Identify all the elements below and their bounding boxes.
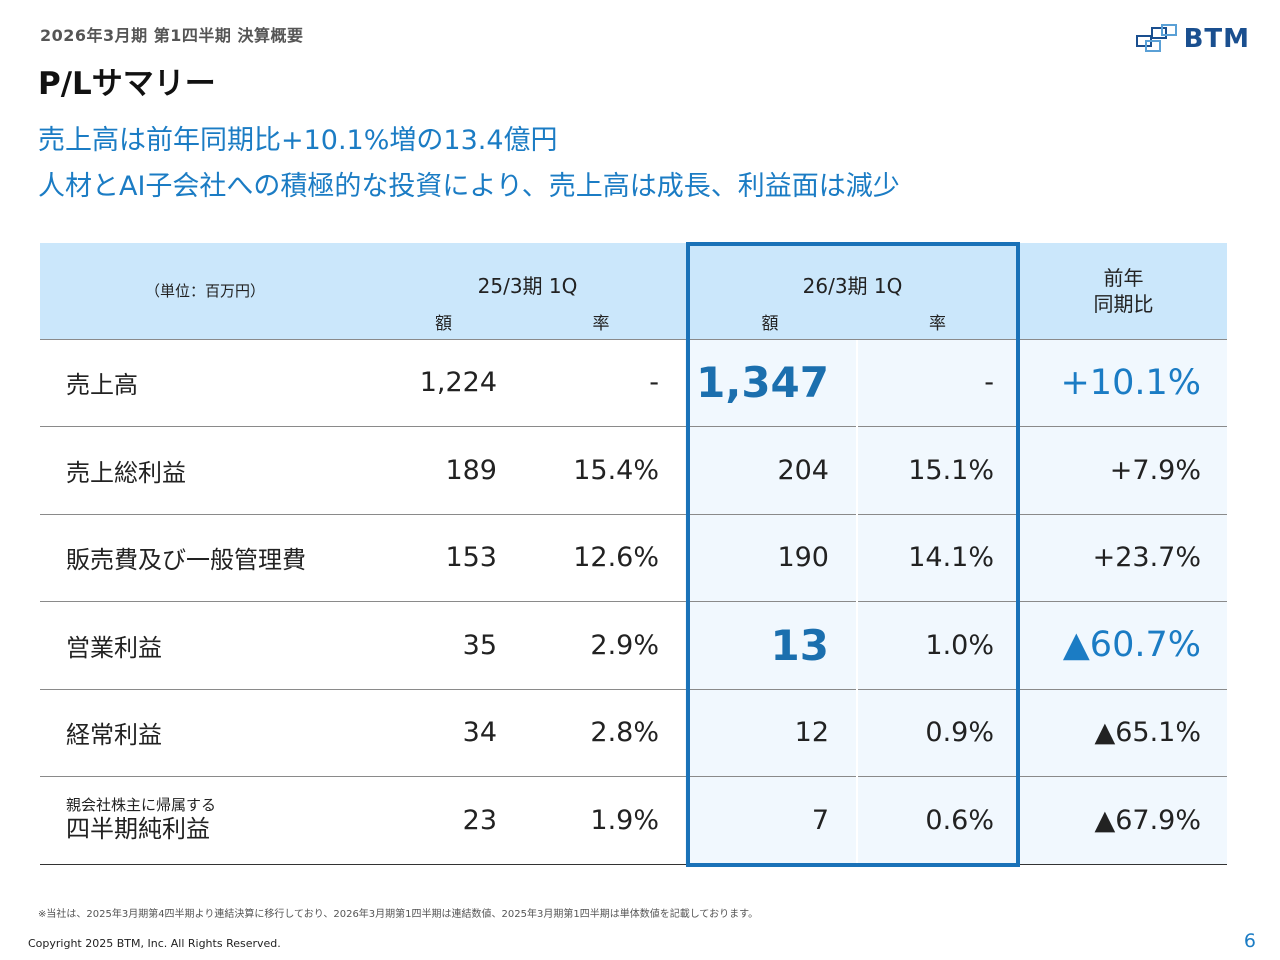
logo-text: BTM [1183, 24, 1250, 54]
prev-amount-header: 額 [370, 305, 517, 339]
headline-line-1: 売上高は前年同期比+10.1%増の13.4億円 [38, 125, 558, 156]
cur-rate: 0.6% [855, 776, 1020, 865]
row-label: 売上高 [40, 338, 370, 427]
row-label: 販売費及び一般管理費 [40, 513, 370, 602]
row-label-prefix: 親会社株主に帰属する [66, 796, 217, 815]
pl-summary-table: （単位：百万円） 25/3期 1Q 26/3期 1Q 前年 同期比 額 率 額 … [40, 243, 1227, 865]
prev-amount: 35 [370, 601, 517, 689]
yoy-header: 前年 同期比 [1020, 243, 1227, 339]
yoy-value: ▲65.1% [1020, 688, 1227, 777]
table-row: 親会社株主に帰属する 四半期純利益 23 1.9% 7 0.6% ▲67.9% [40, 776, 1227, 865]
logo-mark-icon [1135, 24, 1177, 52]
cur-amount: 1,347 [685, 338, 855, 427]
cur-rate: - [855, 338, 1020, 427]
period-cur-header: 26/3期 1Q [685, 243, 1020, 305]
prev-rate: 2.9% [517, 601, 685, 689]
headline-line-2: 人材とAI子会社への積極的な投資により、売上高は成長、利益面は減少 [38, 171, 900, 202]
prev-amount: 153 [370, 513, 517, 602]
row-label: 経常利益 [40, 688, 370, 777]
cur-rate: 14.1% [855, 513, 1020, 602]
prev-rate: 15.4% [517, 426, 685, 514]
prev-rate: - [517, 338, 685, 427]
row-label: 親会社株主に帰属する 四半期純利益 [40, 776, 370, 865]
period-prev-header: 25/3期 1Q [370, 243, 685, 305]
yoy-value: ▲60.7% [1020, 601, 1227, 689]
cur-amount: 7 [685, 776, 855, 865]
table-row: 売上総利益 189 15.4% 204 15.1% +7.9% [40, 426, 1227, 514]
cur-rate: 1.0% [855, 601, 1020, 689]
page-title: P/Lサマリー [38, 66, 216, 102]
prev-rate: 12.6% [517, 513, 685, 602]
unit-label: （単位：百万円） [40, 243, 370, 339]
prev-amount: 34 [370, 688, 517, 777]
cur-rate: 15.1% [855, 426, 1020, 514]
prev-amount: 23 [370, 776, 517, 865]
row-label-main: 四半期純利益 [66, 815, 210, 844]
prev-amount: 189 [370, 426, 517, 514]
footnote: ※当社は、2025年3月期第4四半期より連結決算に移行しており、2026年3月期… [38, 909, 759, 920]
yoy-value: ▲67.9% [1020, 776, 1227, 865]
table-row: 販売費及び一般管理費 153 12.6% 190 14.1% +23.7% [40, 513, 1227, 602]
column-divider [856, 340, 858, 865]
table-subheader-row: 額 率 額 率 [40, 305, 1227, 339]
table-row: 経常利益 34 2.8% 12 0.9% ▲65.1% [40, 688, 1227, 777]
document-subtitle: 2026年3月期 第1四半期 決算概要 [40, 26, 304, 45]
headline: 売上高は前年同期比+10.1%増の13.4億円 人材とAI子会社への積極的な投資… [38, 118, 900, 210]
prev-amount: 1,224 [370, 338, 517, 427]
cur-amount-header: 額 [685, 305, 855, 339]
prev-rate: 2.8% [517, 688, 685, 777]
prev-rate-header: 率 [517, 305, 685, 339]
table-header-row: （単位：百万円） 25/3期 1Q 26/3期 1Q 前年 同期比 [40, 243, 1227, 339]
table-row: 営業利益 35 2.9% 13 1.0% ▲60.7% [40, 601, 1227, 689]
page-number: 6 [1243, 930, 1256, 952]
cur-amount: 12 [685, 688, 855, 777]
yoy-value: +7.9% [1020, 426, 1227, 514]
company-logo: BTM [1135, 24, 1250, 54]
yoy-value: +10.1% [1020, 338, 1227, 427]
prev-rate: 1.9% [517, 776, 685, 865]
yoy-value: +23.7% [1020, 513, 1227, 602]
cur-amount: 190 [685, 513, 855, 602]
cur-rate: 0.9% [855, 688, 1020, 777]
cur-amount: 13 [685, 601, 855, 689]
cur-amount: 204 [685, 426, 855, 514]
yoy-header-line-2: 同期比 [1093, 291, 1154, 316]
cur-rate-header: 率 [855, 305, 1020, 339]
table-row: 売上高 1,224 - 1,347 - +10.1% [40, 338, 1227, 427]
copyright: Copyright 2025 BTM, Inc. All Rights Rese… [28, 937, 281, 950]
row-label: 営業利益 [40, 601, 370, 689]
yoy-header-line-1: 前年 [1103, 265, 1144, 290]
row-label: 売上総利益 [40, 426, 370, 514]
